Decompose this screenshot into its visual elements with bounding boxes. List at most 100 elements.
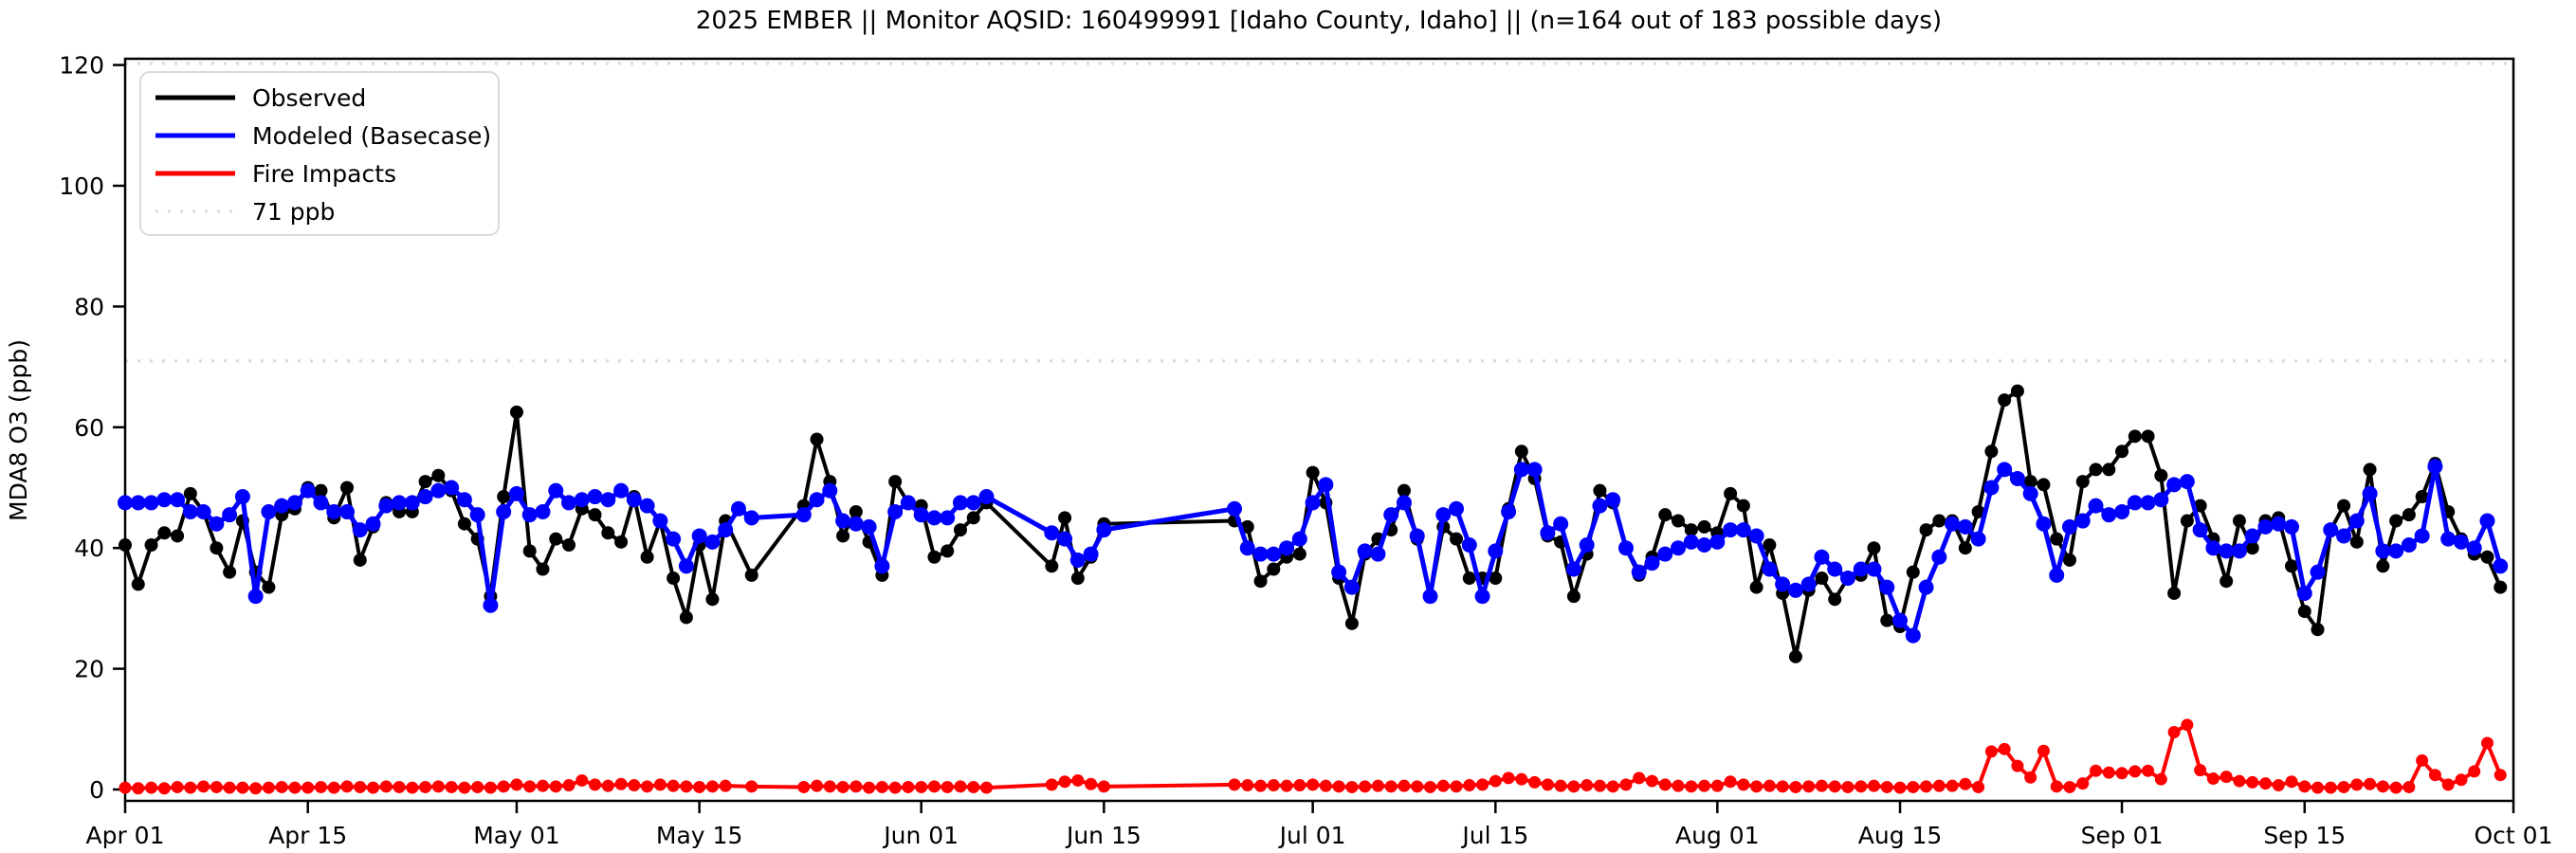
- fire-impacts-marker: [1998, 742, 2011, 755]
- modeled-basecase--marker: [587, 489, 603, 505]
- observed-marker: [2050, 532, 2064, 546]
- fire-impacts-marker: [888, 781, 902, 794]
- observed-marker: [210, 541, 224, 555]
- fire-impacts-marker: [967, 780, 980, 793]
- axes-layer: 0 20 40 60 80 100 120 Apr 01 Apr 15 May 01 May 15 J…: [59, 52, 2552, 849]
- fire-impacts-marker: [458, 781, 471, 794]
- fire-impacts-marker: [406, 781, 419, 794]
- modeled-basecase--marker: [1748, 528, 1764, 544]
- modeled-basecase--marker: [1696, 537, 1712, 554]
- modeled-basecase--marker: [730, 500, 746, 517]
- fire-impacts-marker: [875, 780, 888, 793]
- fire-impacts-marker: [1763, 779, 1776, 792]
- observed-marker: [667, 572, 681, 586]
- modeled-basecase--marker: [1357, 543, 1373, 559]
- fire-impacts-marker: [510, 778, 523, 791]
- fire-impacts-marker: [1541, 778, 1554, 791]
- observed-marker: [353, 553, 367, 567]
- fire-impacts-marker: [1306, 778, 1320, 791]
- fire-impacts-marker: [1580, 779, 1594, 792]
- observed-marker: [1306, 465, 1320, 480]
- observed-marker: [1292, 547, 1306, 561]
- observed-marker: [1566, 590, 1580, 604]
- fire-impacts-marker: [863, 781, 876, 794]
- modeled-basecase--marker: [2493, 558, 2509, 574]
- modeled-basecase--marker: [2283, 518, 2299, 535]
- y-tick-label: 0: [89, 776, 104, 804]
- fire-impacts-marker: [1828, 780, 1841, 793]
- fire-impacts-marker: [1567, 780, 1580, 793]
- observed-marker: [2154, 468, 2168, 482]
- observed-marker: [849, 504, 863, 518]
- observed-marker: [953, 523, 967, 537]
- fire-impacts-marker: [2494, 769, 2507, 782]
- fire-impacts-marker: [589, 778, 602, 791]
- fire-impacts-marker: [614, 777, 628, 790]
- fire-impacts-line: [124, 722, 2503, 790]
- modeled-basecase--marker: [965, 495, 981, 511]
- modeled-basecase--marker: [822, 482, 838, 499]
- modeled-basecase--marker: [2022, 485, 2038, 501]
- fire-impacts-marker: [667, 779, 680, 792]
- x-tick-label: Aug 15: [1858, 822, 1943, 849]
- fire-impacts-marker: [1750, 780, 1763, 793]
- observed-marker: [1749, 580, 1763, 594]
- modeled-basecase--marker: [1931, 549, 1947, 565]
- modeled-basecase--marker: [613, 482, 630, 499]
- fire-impacts-marker: [811, 779, 824, 792]
- fire-impacts-marker: [1332, 780, 1345, 793]
- observed-marker: [1489, 572, 1503, 586]
- fire-impacts-marker: [1710, 779, 1724, 792]
- observed-marker: [2245, 541, 2259, 555]
- modeled-basecase--marker: [704, 534, 721, 550]
- fire-impacts-marker: [1241, 779, 1254, 792]
- modeled-basecase--marker: [261, 503, 277, 519]
- modeled-basecase--marker: [508, 485, 524, 501]
- observed-marker: [340, 481, 355, 495]
- modeled-basecase--marker: [1983, 480, 2000, 496]
- fire-impacts-marker: [1737, 778, 1750, 791]
- fire-impacts-marker: [1515, 772, 1528, 786]
- fire-impacts-marker: [823, 780, 836, 793]
- observed-marker: [1267, 562, 1281, 576]
- fire-impacts-marker: [2455, 773, 2468, 787]
- fire-impacts-marker: [2324, 781, 2337, 794]
- modeled-basecase--marker: [600, 492, 616, 508]
- modeled-basecase--marker: [404, 495, 420, 511]
- modeled-basecase--marker: [378, 498, 394, 514]
- x-tick-label: Aug 01: [1675, 822, 1760, 849]
- modeled-basecase--marker: [626, 492, 642, 508]
- fire-impacts-marker: [1633, 771, 1646, 785]
- fire-impacts-marker: [653, 778, 667, 791]
- modeled-basecase--marker: [809, 492, 825, 508]
- modeled-basecase--marker: [444, 480, 460, 496]
- modeled-basecase--marker: [1683, 534, 1699, 550]
- fire-impacts-marker: [1802, 780, 1816, 793]
- modeled-basecase--marker: [274, 498, 290, 514]
- fire-impacts-marker: [497, 780, 510, 793]
- fire-impacts-marker: [1893, 781, 1907, 794]
- legend: Observed Modeled (Basecase) Fire Impacts 71…: [139, 71, 500, 236]
- fire-impacts-marker: [1776, 780, 1789, 793]
- modeled-basecase--marker: [2296, 585, 2312, 601]
- fire-impacts-marker: [1450, 780, 1463, 793]
- modeled-basecase--marker: [1945, 516, 1961, 532]
- fire-impacts-marker: [2246, 775, 2259, 789]
- modeled-basecase--marker: [1997, 462, 2013, 478]
- modeled-basecase--marker: [1474, 589, 1490, 605]
- fire-impacts-marker: [236, 781, 249, 794]
- fire-impacts-marker: [2468, 765, 2481, 778]
- fire-impacts-marker: [902, 780, 915, 793]
- fire-impacts-marker: [1097, 780, 1110, 793]
- fire-impacts-marker: [1959, 777, 1972, 790]
- observed-marker: [262, 580, 276, 594]
- modeled-basecase--marker: [2362, 485, 2378, 501]
- observed-marker: [810, 432, 824, 446]
- fire-impacts-marker: [1606, 780, 1619, 793]
- observed-marker: [431, 468, 446, 482]
- observed-marker: [1815, 572, 1829, 586]
- observed-marker: [1919, 523, 1933, 537]
- chart-title: 2025 EMBER || Monitor AQSID: 160499991 […: [696, 7, 1942, 35]
- modeled-basecase--marker: [2009, 470, 2025, 486]
- modeled-basecase--marker: [469, 507, 485, 523]
